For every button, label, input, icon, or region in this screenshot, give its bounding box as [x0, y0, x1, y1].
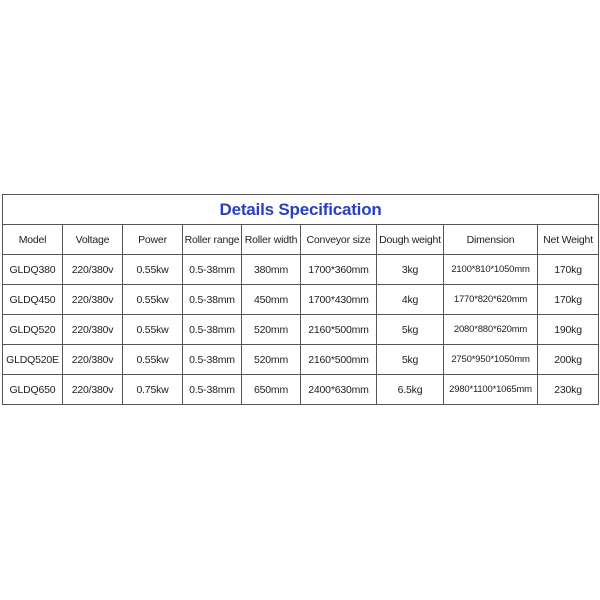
- header-row: Model Voltage Power Roller range Roller widt…: [2, 224, 600, 255]
- title-row: Details Specification: [1, 194, 600, 225]
- table-cell: 5kg: [376, 314, 444, 345]
- table-cell: 2400*630mm: [300, 374, 377, 405]
- table-cell: 0.75kw: [122, 374, 183, 405]
- table-cell: 2080*880*620mm: [443, 314, 538, 345]
- table-cell: 520mm: [241, 344, 301, 375]
- table-cell: 450mm: [241, 284, 301, 315]
- table-cell: 650mm: [241, 374, 301, 405]
- table-row: GLDQ650 220/380v 0.75kw 0.5-38mm 650mm 2400*6…: [2, 374, 600, 405]
- column-header: Net Weight: [536, 224, 600, 255]
- table-cell: 0.5-38mm: [182, 314, 242, 345]
- table-row: GLDQ520 220/380v 0.55kw 0.5-38mm 520mm 2160*5…: [2, 314, 600, 345]
- table-cell: GLDQ380: [2, 254, 63, 285]
- table-cell: 0.5-38mm: [182, 344, 242, 375]
- table-cell: 220/380v: [62, 374, 123, 405]
- table-cell: 520mm: [241, 314, 301, 345]
- table-cell: 170kg: [536, 254, 600, 285]
- table-cell: 190kg: [536, 314, 600, 345]
- column-header: Dimension: [443, 224, 538, 255]
- table-cell: 4kg: [376, 284, 444, 315]
- column-header: Roller width: [241, 224, 301, 255]
- table-row: GLDQ520E 220/380v 0.55kw 0.5-38mm 520mm 2160*…: [2, 344, 600, 375]
- table-cell: 3kg: [376, 254, 444, 285]
- table-cell: 1700*360mm: [300, 254, 377, 285]
- column-header: Voltage: [62, 224, 123, 255]
- column-header: Power: [122, 224, 183, 255]
- table-cell: 2980*1100*1065mm: [443, 374, 538, 405]
- table-title: Details Specification: [1, 194, 600, 225]
- column-header: Model: [2, 224, 63, 255]
- table-cell: 220/380v: [62, 254, 123, 285]
- table-cell: 2100*810*1050mm: [443, 254, 538, 285]
- table-cell: GLDQ520E: [2, 344, 63, 375]
- table-cell: 380mm: [241, 254, 301, 285]
- table-cell: GLDQ650: [2, 374, 63, 405]
- column-header: Dough weight: [376, 224, 444, 255]
- table-cell: 5kg: [376, 344, 444, 375]
- table-cell: 200kg: [536, 344, 600, 375]
- table-cell: 6.5kg: [376, 374, 444, 405]
- table-cell: 2160*500mm: [300, 314, 377, 345]
- table-cell: 220/380v: [62, 344, 123, 375]
- table-cell: 1700*430mm: [300, 284, 377, 315]
- column-header: Conveyor size: [300, 224, 377, 255]
- table-row: GLDQ450 220/380v 0.55kw 0.5-38mm 450mm 1700*4…: [2, 284, 600, 315]
- table-cell: 2160*500mm: [300, 344, 377, 375]
- table-row: GLDQ380 220/380v 0.55kw 0.5-38mm 380mm 1700*3…: [2, 254, 600, 285]
- table-cell: 0.5-38mm: [182, 284, 242, 315]
- table-cell: GLDQ520: [2, 314, 63, 345]
- table-cell: 230kg: [536, 374, 600, 405]
- table-cell: 220/380v: [62, 314, 123, 345]
- table-cell: 220/380v: [62, 284, 123, 315]
- table-cell: 0.5-38mm: [182, 254, 242, 285]
- table-cell: 0.55kw: [122, 314, 183, 345]
- table-cell: 2750*950*1050mm: [443, 344, 538, 375]
- spec-table: Details Specification Model Voltage Power R…: [1, 194, 600, 405]
- table-cell: 0.55kw: [122, 254, 183, 285]
- column-header: Roller range: [182, 224, 242, 255]
- table-cell: 0.55kw: [122, 344, 183, 375]
- table-cell: 1770*820*620mm: [443, 284, 538, 315]
- table-cell: 0.5-38mm: [182, 374, 242, 405]
- table-cell: GLDQ450: [2, 284, 63, 315]
- table-cell: 170kg: [536, 284, 600, 315]
- table-cell: 0.55kw: [122, 284, 183, 315]
